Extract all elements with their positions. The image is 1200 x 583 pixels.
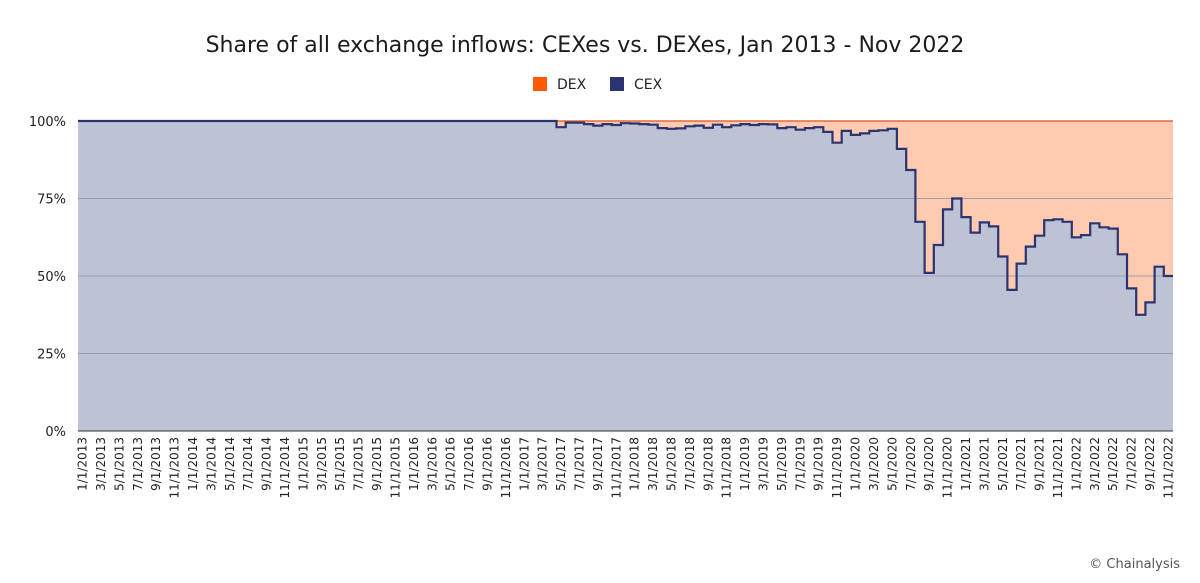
y-tick-label: 50% [37,270,66,285]
x-tick-label: 7/1/2020 [904,437,918,491]
x-tick-label: 1/1/2014 [186,437,200,491]
y-axis: 0% 25% 50% 75% 100% [29,115,66,440]
legend: DEX CEX [533,77,663,93]
x-tick-label: 11/1/2017 [609,437,623,499]
x-tick-label: 5/1/2013 [112,437,126,491]
legend-swatch-dex [533,77,547,91]
x-tick-label: 5/1/2022 [1106,437,1120,491]
x-tick-label: 9/1/2019 [812,437,826,491]
cex-line [78,119,1173,316]
y-tick-label: 75% [37,193,66,208]
x-tick-label: 3/1/2016 [425,437,439,491]
x-tick-label: 7/1/2017 [573,437,587,491]
x-tick-label: 9/1/2018 [701,437,715,491]
x-tick-label: 9/1/2020 [922,437,936,491]
x-tick-label: 3/1/2020 [867,437,881,491]
credit: © Chainalysis [1089,557,1180,572]
x-tick-label: 11/1/2015 [389,437,403,499]
x-tick-label: 3/1/2014 [204,437,218,491]
x-tick-label: 11/1/2020 [941,437,955,499]
x-tick-label: 3/1/2021 [977,437,991,491]
x-tick-label: 5/1/2015 [333,437,347,491]
x-tick-label: 7/1/2018 [683,437,697,491]
x-tick-label: 5/1/2021 [996,437,1010,491]
x-tick-label: 5/1/2017 [554,437,568,491]
x-tick-label: 9/1/2022 [1143,437,1157,491]
legend-swatch-cex [610,77,624,91]
y-tick-label: 0% [45,425,66,440]
x-tick-label: 7/1/2013 [131,437,145,491]
x-tick-label: 3/1/2015 [315,437,329,491]
legend-label-dex: DEX [557,77,587,93]
x-tick-label: 7/1/2015 [352,437,366,491]
x-tick-label: 11/1/2016 [499,437,513,499]
x-tick-label: 11/1/2013 [168,437,182,499]
x-tick-label: 5/1/2016 [444,437,458,491]
x-tick-label: 7/1/2014 [241,437,255,491]
x-tick-label: 9/1/2013 [149,437,163,491]
x-tick-label: 11/1/2021 [1051,437,1065,499]
x-tick-label: 5/1/2018 [665,437,679,491]
x-tick-label: 5/1/2019 [775,437,789,491]
x-tick-label: 1/1/2019 [738,437,752,491]
x-tick-label: 1/1/2016 [407,437,421,491]
x-tick-label: 11/1/2014 [278,437,292,499]
x-tick-label: 1/1/2018 [628,437,642,491]
x-tick-label: 1/1/2020 [849,437,863,491]
x-tick-label: 9/1/2014 [260,437,274,491]
x-tick-label: 1/1/2015 [296,437,310,491]
x-axis: 1/1/2013 3/1/2013 5/1/2013 7/1/2013 9/1/2013… [76,437,1176,499]
x-tick-label: 11/1/2018 [720,437,734,499]
x-tick-label: 9/1/2016 [481,437,495,491]
legend-label-cex: CEX [634,77,663,93]
x-tick-label: 5/1/2014 [223,437,237,491]
x-tick-label: 3/1/2013 [94,437,108,491]
x-tick-label: 1/1/2017 [517,437,531,491]
x-tick-label: 3/1/2019 [757,437,771,491]
x-tick-label: 11/1/2022 [1161,437,1175,499]
x-tick-label: 11/1/2019 [830,437,844,499]
x-tick-label: 9/1/2015 [370,437,384,491]
x-tick-label: 7/1/2016 [462,437,476,491]
x-tick-label: 3/1/2018 [646,437,660,491]
x-tick-label: 3/1/2017 [536,437,550,491]
y-tick-label: 100% [29,115,66,130]
y-tick-label: 25% [37,348,66,363]
x-tick-label: 9/1/2021 [1033,437,1047,491]
x-tick-label: 7/1/2022 [1125,437,1139,491]
gridlines [78,198,1173,432]
x-tick-label: 3/1/2022 [1088,437,1102,491]
x-tick-label: 9/1/2017 [591,437,605,491]
chart-title: Share of all exchange inflows: CEXes vs.… [206,33,965,58]
x-tick-label: 7/1/2021 [1014,437,1028,491]
x-tick-label: 1/1/2013 [76,437,90,491]
x-tick-label: 1/1/2021 [959,437,973,491]
x-tick-label: 7/1/2019 [793,437,807,491]
x-tick-label: 5/1/2020 [885,437,899,491]
x-tick-label: 1/1/2022 [1069,437,1083,491]
